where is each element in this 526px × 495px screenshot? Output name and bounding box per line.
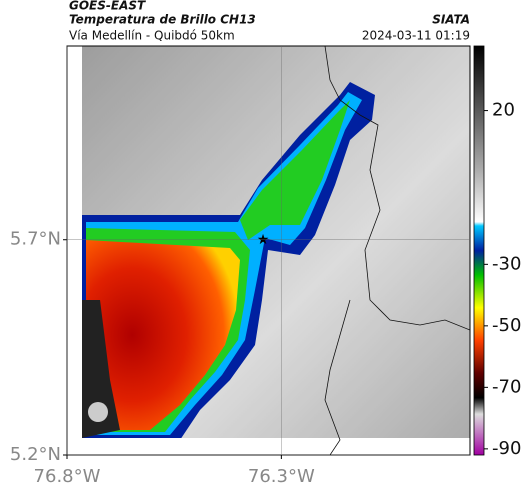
cloud-cold [82,300,120,438]
cloud-red [86,240,240,430]
cloud-top [88,402,108,422]
lon-tick-label: 76.8°W [34,466,101,487]
colorbar-tick-label: -90 [492,438,521,459]
source: SIATA [432,13,470,27]
border [324,46,470,455]
lat-tick-label: 5.2°N [10,444,61,465]
lon-tick-label: 76.3°W [248,466,315,487]
colorbar-tick-label: -70 [492,376,521,397]
colorbar-tick-label: -30 [492,253,521,274]
colorbar-tick-label: -50 [492,315,521,336]
timestamp: 2024-03-11 01:19 [362,29,470,43]
title: GOES-EAST [69,0,146,13]
subtitle: Temperatura de Brillo CH13 [69,13,256,27]
colorbar [473,45,485,456]
route: Vía Medellín - Quibdó 50km [69,29,235,43]
cloud-green [240,100,350,240]
imagery [67,46,470,455]
lat-tick-label: 5.7°N [10,229,61,250]
colorbar-tick-label: 20 [492,100,515,121]
